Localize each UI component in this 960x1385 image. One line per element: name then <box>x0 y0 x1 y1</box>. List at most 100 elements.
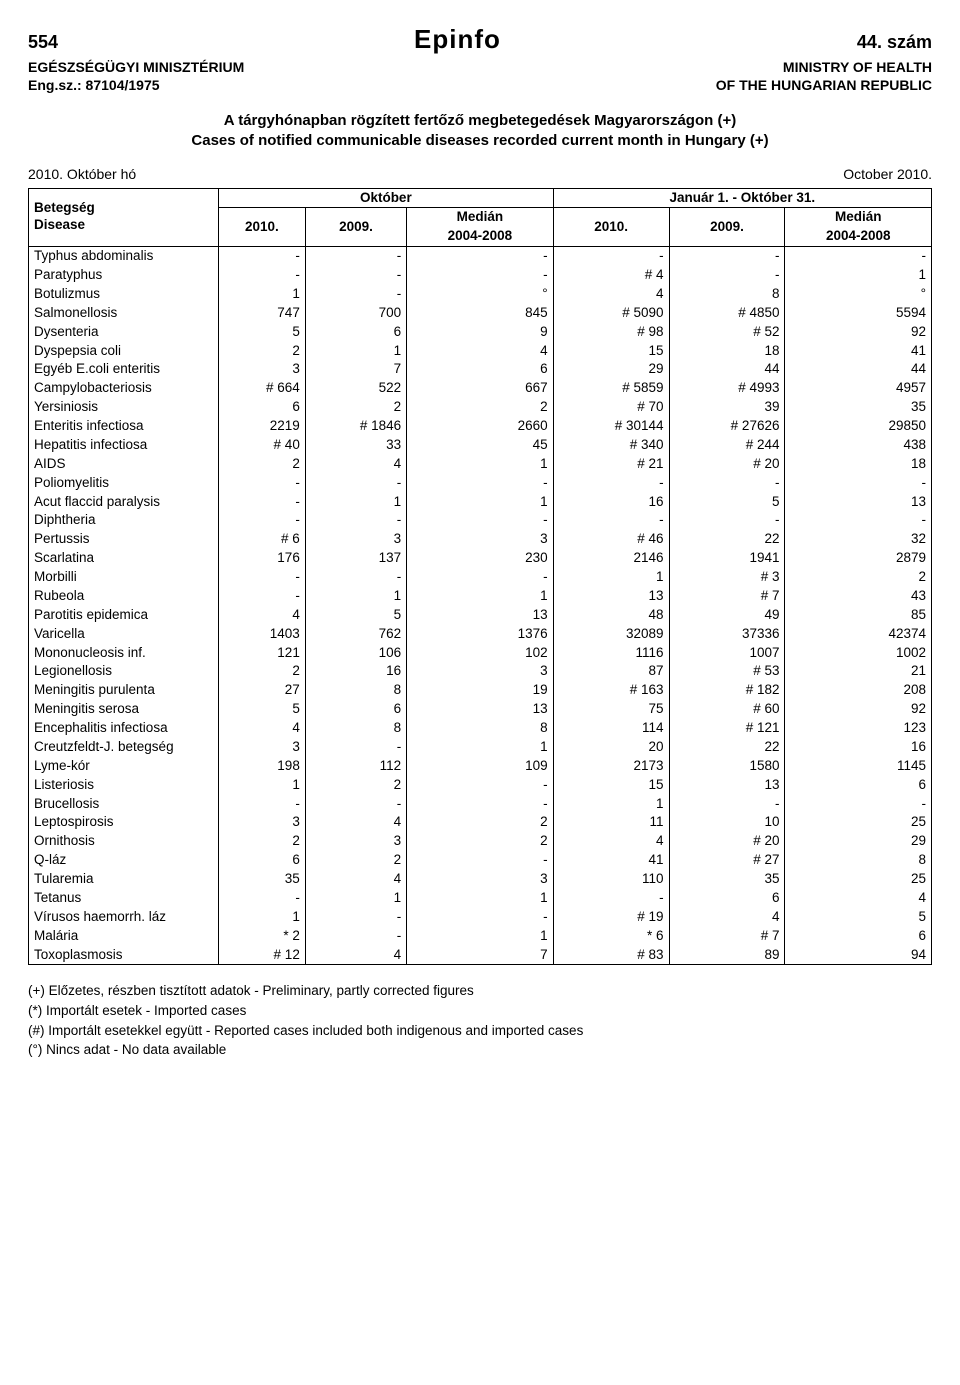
value-cell: 2879 <box>785 549 932 568</box>
value-cell: - <box>407 511 553 530</box>
reference-en: OF THE HUNGARIAN REPUBLIC <box>716 77 932 93</box>
disease-cell: Tetanus <box>29 889 219 908</box>
value-cell: - <box>407 247 553 266</box>
value-cell: - <box>305 474 406 493</box>
value-cell: 42374 <box>785 625 932 644</box>
disease-cell: Pertussis <box>29 530 219 549</box>
value-cell: 6 <box>219 851 306 870</box>
value-cell: 41 <box>785 342 932 361</box>
value-cell: 3 <box>407 870 553 889</box>
value-cell: # 5090 <box>553 304 669 323</box>
hdr-oct-median: Medián <box>407 208 553 227</box>
value-cell: 1 <box>305 587 406 606</box>
value-cell: 2660 <box>407 417 553 436</box>
value-cell: 1403 <box>219 625 306 644</box>
value-cell: 198 <box>219 757 306 776</box>
disease-cell: Lyme-kór <box>29 757 219 776</box>
value-cell: # 4 <box>553 266 669 285</box>
value-cell: - <box>553 247 669 266</box>
value-cell: # 121 <box>669 719 785 738</box>
value-cell: 25 <box>785 870 932 889</box>
value-cell: 8 <box>669 285 785 304</box>
disease-cell: Encephalitis infectiosa <box>29 719 219 738</box>
value-cell: 92 <box>785 700 932 719</box>
value-cell: 1 <box>219 776 306 795</box>
value-cell: - <box>219 511 306 530</box>
value-cell: # 40 <box>219 436 306 455</box>
value-cell: 5594 <box>785 304 932 323</box>
value-cell: 44 <box>785 360 932 379</box>
value-cell: 94 <box>785 946 932 965</box>
disease-cell: Salmonellosis <box>29 304 219 323</box>
footnote-line: (°) Nincs adat - No data available <box>28 1040 932 1060</box>
value-cell: 1 <box>553 795 669 814</box>
disease-cell: Listeriosis <box>29 776 219 795</box>
value-cell: - <box>407 474 553 493</box>
data-table: Betegség Disease Október Január 1. - Okt… <box>28 188 932 966</box>
period-row: 2010. Október hó October 2010. <box>28 166 932 182</box>
value-cell: 35 <box>669 870 785 889</box>
table-row: Tetanus-11-64 <box>29 889 932 908</box>
value-cell: 18 <box>785 455 932 474</box>
value-cell: 75 <box>553 700 669 719</box>
table-row: Brucellosis---1-- <box>29 795 932 814</box>
disease-cell: AIDS <box>29 455 219 474</box>
value-cell: 25 <box>785 813 932 832</box>
value-cell: - <box>219 266 306 285</box>
value-cell: - <box>219 247 306 266</box>
value-cell: 13 <box>407 700 553 719</box>
table-row: Leptospirosis342111025 <box>29 813 932 832</box>
table-row: Meningitis purulenta27819# 163# 182208 <box>29 681 932 700</box>
value-cell: - <box>553 511 669 530</box>
value-cell: - <box>669 266 785 285</box>
value-cell: 2219 <box>219 417 306 436</box>
value-cell: # 20 <box>669 832 785 851</box>
table-row: Ornithosis2324# 2029 <box>29 832 932 851</box>
reference-row: Eng.sz.: 87104/1975 OF THE HUNGARIAN REP… <box>28 77 932 93</box>
disease-cell: Dyspepsia coli <box>29 342 219 361</box>
value-cell: # 5859 <box>553 379 669 398</box>
value-cell: - <box>407 795 553 814</box>
value-cell: 32 <box>785 530 932 549</box>
value-cell: 8 <box>785 851 932 870</box>
period-right: October 2010. <box>843 166 932 182</box>
value-cell: 2 <box>219 342 306 361</box>
value-cell: 1 <box>219 908 306 927</box>
value-cell: - <box>219 474 306 493</box>
value-cell: - <box>305 568 406 587</box>
table-row: Yersiniosis622# 703935 <box>29 398 932 417</box>
value-cell: - <box>219 493 306 512</box>
value-cell: 7 <box>305 360 406 379</box>
value-cell: 4 <box>305 946 406 965</box>
value-cell: - <box>305 247 406 266</box>
table-row: Mononucleosis inf.121106102111610071002 <box>29 644 932 663</box>
table-row: Botulizmus1-°48° <box>29 285 932 304</box>
hdr-ytd-median-range: 2004-2008 <box>785 227 932 246</box>
value-cell: 35 <box>219 870 306 889</box>
hdr-ytd-median: Medián <box>785 208 932 227</box>
value-cell: 20 <box>553 738 669 757</box>
disease-cell: Tularemia <box>29 870 219 889</box>
disease-cell: Campylobacteriosis <box>29 379 219 398</box>
value-cell: - <box>407 908 553 927</box>
table-row: AIDS241# 21# 2018 <box>29 455 932 474</box>
value-cell: 29 <box>785 832 932 851</box>
value-cell: 32089 <box>553 625 669 644</box>
value-cell: 208 <box>785 681 932 700</box>
value-cell: * 6 <box>553 927 669 946</box>
value-cell: 27 <box>219 681 306 700</box>
value-cell: 109 <box>407 757 553 776</box>
value-cell: 4 <box>553 285 669 304</box>
value-cell: - <box>305 511 406 530</box>
value-cell: # 21 <box>553 455 669 474</box>
value-cell: 4 <box>305 455 406 474</box>
disease-cell: Botulizmus <box>29 285 219 304</box>
value-cell: 438 <box>785 436 932 455</box>
value-cell: - <box>305 738 406 757</box>
value-cell: 762 <box>305 625 406 644</box>
ministry-row: EGÉSZSÉGÜGYI MINISZTÉRIUM MINISTRY OF HE… <box>28 59 932 75</box>
value-cell: # 19 <box>553 908 669 927</box>
value-cell: 2 <box>407 813 553 832</box>
value-cell: 114 <box>553 719 669 738</box>
table-row: Pertussis# 633# 462232 <box>29 530 932 549</box>
